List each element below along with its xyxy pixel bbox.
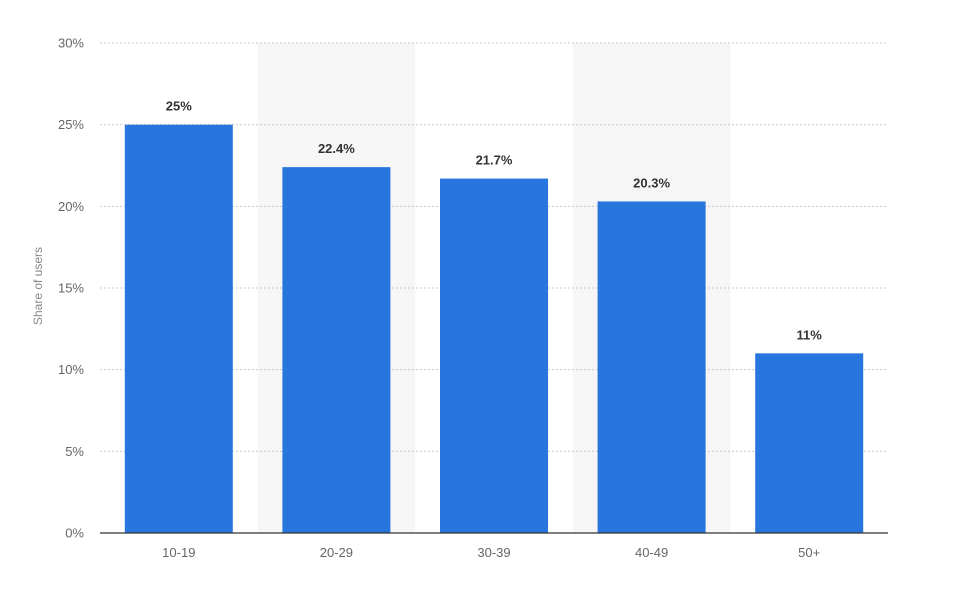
bar-value-label: 20.3% — [633, 175, 670, 190]
y-axis-title: Share of users — [31, 247, 45, 325]
bars-layer — [124, 124, 864, 534]
bar[interactable] — [124, 124, 233, 534]
bar-value-label: 22.4% — [318, 141, 355, 156]
y-tick-label: 15% — [58, 281, 84, 296]
y-tick-label: 10% — [58, 362, 84, 377]
y-tick-label: 20% — [58, 199, 84, 214]
x-tick-label: 30-39 — [477, 545, 510, 560]
bar[interactable] — [597, 201, 706, 533]
y-tick-label: 25% — [58, 117, 84, 132]
y-axis-ticks: 0% 5% 10% 15% 20% 25% 30% — [58, 36, 84, 541]
x-axis-ticks: 10-19 20-29 30-39 40-49 50+ — [162, 545, 820, 560]
bar-value-label: 11% — [797, 327, 823, 342]
x-tick-label: 40-49 — [635, 545, 668, 560]
y-tick-label: 0% — [65, 526, 84, 541]
y-tick-label: 30% — [58, 36, 84, 51]
x-tick-label: 20-29 — [320, 545, 353, 560]
x-tick-label: 10-19 — [162, 545, 195, 560]
y-tick-label: 5% — [65, 444, 84, 459]
x-tick-label: 50+ — [798, 545, 820, 560]
bar-value-label: 21.7% — [476, 153, 513, 168]
bar[interactable] — [440, 178, 548, 534]
data-labels-layer: 25% 22.4% 21.7% 20.3% 11% — [166, 99, 823, 343]
bar-value-label: 25% — [166, 99, 192, 114]
bar[interactable] — [755, 353, 864, 533]
bar[interactable] — [282, 167, 391, 533]
